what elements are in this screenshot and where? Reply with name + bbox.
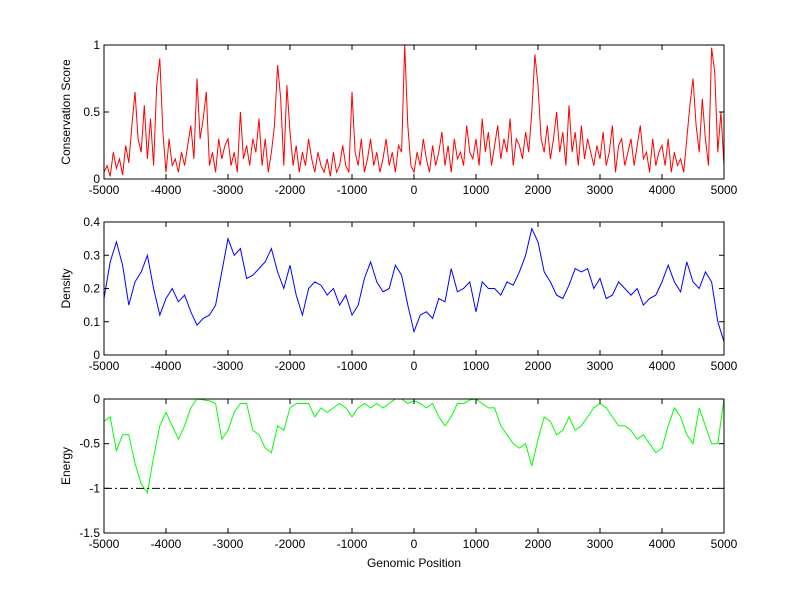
x-tick-label: -1000: [337, 183, 368, 197]
x-tick-label: -3000: [213, 183, 244, 197]
y-tick-label: 0.3: [83, 248, 100, 262]
y-axis-label: Energy: [59, 447, 73, 485]
axes-box: [103, 398, 725, 534]
data-series-line: [103, 44, 725, 177]
x-tick-label: -1000: [337, 537, 368, 551]
y-tick-label: 0: [93, 172, 100, 186]
y-tick-label: 1: [93, 38, 100, 52]
x-tick-label: 1000: [463, 537, 490, 551]
x-tick-label: -1000: [337, 359, 368, 373]
x-tick-label: 5000: [711, 359, 738, 373]
x-tick-label: -5000: [89, 359, 120, 373]
x-tick-label: -2000: [275, 359, 306, 373]
x-tick-label: -2000: [275, 183, 306, 197]
subplot-1: -5000 -4000 -3000 -2000 -1000 0 1000 2000 3000 40…: [59, 38, 738, 197]
x-tick-label: -4000: [151, 183, 182, 197]
x-tick-label: 4000: [649, 183, 676, 197]
x-tick-label: 5000: [711, 537, 738, 551]
data-series-line: [103, 227, 725, 342]
y-tick-label: -1.5: [79, 526, 100, 540]
y-tick-label: 0.2: [83, 282, 100, 296]
axes-box: [103, 44, 725, 180]
x-tick-label: 1000: [463, 183, 490, 197]
subplot-2: -5000 -4000 -3000 -2000 -1000 0 1000 2000 3000 40…: [59, 215, 738, 373]
x-tick-label: 3000: [587, 359, 614, 373]
x-tick-label: -3000: [213, 359, 244, 373]
y-tick-label: -0.5: [79, 437, 100, 451]
x-tick-label: -4000: [151, 359, 182, 373]
subplot-3: -5000 -4000 -3000 -2000 -1000 0 1000 2000 3000 40…: [59, 392, 738, 570]
y-tick-label: 0.4: [83, 215, 100, 229]
x-tick-label: -4000: [151, 537, 182, 551]
x-tick-label: 4000: [649, 359, 676, 373]
x-tick-label: -5000: [89, 183, 120, 197]
y-axis-label: Conservation Score: [59, 59, 73, 165]
y-tick-label: 0.1: [83, 315, 100, 329]
x-tick-label: -3000: [213, 537, 244, 551]
x-tick-label: 2000: [525, 183, 552, 197]
y-tick-label: -1: [89, 481, 100, 495]
x-tick-label: 0: [411, 183, 418, 197]
x-tick-label: 1000: [463, 359, 490, 373]
x-tick-label: 5000: [711, 183, 738, 197]
x-tick-label: -5000: [89, 537, 120, 551]
x-tick-label: 3000: [587, 537, 614, 551]
x-tick-label: 0: [411, 537, 418, 551]
y-tick-label: 0: [93, 348, 100, 362]
x-tick-label: 2000: [525, 537, 552, 551]
y-tick-label: 0.5: [83, 105, 100, 119]
axes-box: [103, 221, 725, 356]
x-axis-label: Genomic Position: [367, 556, 461, 570]
x-tick-label: 0: [411, 359, 418, 373]
x-tick-label: 3000: [587, 183, 614, 197]
data-series-line: [103, 398, 725, 495]
y-axis-label: Density: [59, 268, 73, 308]
x-tick-label: -2000: [275, 537, 306, 551]
x-tick-label: 4000: [649, 537, 676, 551]
y-tick-label: 0: [93, 392, 100, 406]
x-tick-label: 2000: [525, 359, 552, 373]
